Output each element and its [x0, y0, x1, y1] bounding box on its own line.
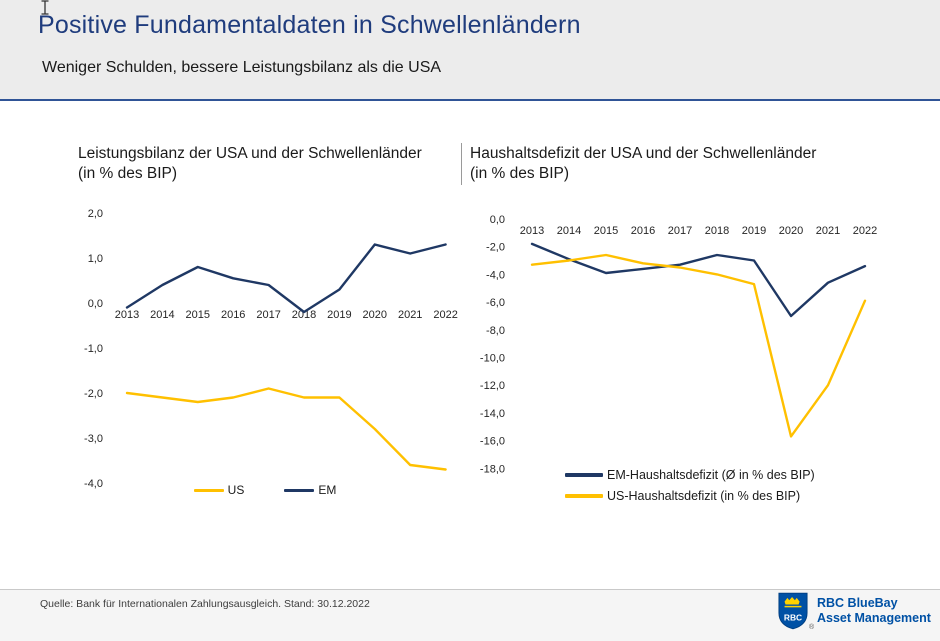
x-axis-year-label: 2013	[115, 309, 139, 321]
rbc-logo-text: RBC BlueBay Asset Management	[817, 592, 931, 627]
y-axis-tick-label: -4,0	[486, 269, 505, 281]
legend-item-us-deficit: US-Haushaltsdefizit (in % des BIP)	[565, 489, 815, 503]
text-cursor-icon	[40, 0, 50, 15]
chart-title-current-account: Leistungsbilanz der USA und der Schwelle…	[78, 144, 448, 185]
header-divider-line	[0, 99, 940, 101]
y-axis-tick-label: 0,0	[490, 214, 505, 226]
source-note: Quelle: Bank für Internationalen Zahlung…	[40, 598, 370, 610]
chart-title-line2: (in % des BIP)	[470, 165, 570, 183]
x-axis-year-label: 2019	[327, 309, 351, 321]
y-axis-tick-label: -14,0	[480, 408, 505, 420]
legend-item-us: US	[193, 483, 245, 497]
rbc-bluebay-logo: RBC ® RBC BlueBay Asset Management	[778, 592, 931, 631]
chart-title-line1: Haushaltsdefizit der USA und der Schwell…	[470, 145, 817, 162]
slide-subtitle[interactable]: Weniger Schulden, bessere Leistungsbilan…	[42, 59, 442, 76]
em-line-swatch	[284, 488, 315, 492]
rbc-shield-label: RBC	[784, 612, 802, 622]
chart-title-divider	[461, 143, 462, 185]
legend-label-us: US	[227, 483, 245, 497]
series-line-US	[125, 387, 447, 471]
legend-item-em: EM	[284, 483, 336, 497]
y-axis-tick-label: -6,0	[486, 297, 505, 309]
series-line-EM-Haushaltsdefizit	[530, 242, 867, 318]
x-axis-year-label: 2018	[292, 309, 316, 321]
y-axis-tick-label: -8,0	[486, 325, 505, 337]
x-axis-year-label: 2017	[668, 225, 692, 237]
legend-label-em: EM	[318, 483, 337, 497]
legend-label-us-deficit: US-Haushaltsdefizit (in % des BIP)	[607, 489, 801, 503]
x-axis-year-label: 2021	[398, 309, 422, 321]
us-line-swatch	[193, 488, 224, 492]
legend-item-em-deficit: EM-Haushaltsdefizit (Ø in % des BIP)	[565, 468, 815, 482]
x-axis-year-label: 2021	[816, 225, 840, 237]
chart-title-line2: (in % des BIP)	[78, 165, 178, 183]
y-axis-tick-label: 0,0	[88, 298, 103, 310]
y-axis-tick-label: -10,0	[480, 353, 505, 365]
series-line-EM	[125, 243, 447, 314]
x-axis-year-label: 2020	[779, 225, 803, 237]
series-line-US-Haushaltsdefizit	[530, 253, 867, 438]
x-axis-year-label: 2015	[594, 225, 618, 237]
em-deficit-line-swatch	[565, 473, 603, 477]
line-chart-current-account: 2,0 1,0 0,0 -1,0 -2,0 -3,0 -4,0 2013 2014 2015 201…	[84, 208, 458, 490]
rbc-logo-text-line2: Asset Management	[817, 611, 931, 626]
y-axis-tick-label: -4,0	[84, 478, 103, 490]
y-axis-tick-label: -3,0	[84, 433, 103, 445]
x-axis-year-label: 2018	[705, 225, 729, 237]
rbc-shield-icon: RBC ®	[778, 592, 814, 631]
chart-title-budget-deficit: Haushaltsdefizit der USA und der Schwell…	[470, 144, 870, 185]
y-axis-tick-label: -18,0	[480, 463, 505, 475]
x-axis-year-label: 2016	[631, 225, 655, 237]
chart-title-line1: Leistungsbilanz der USA und der Schwelle…	[78, 145, 422, 162]
y-axis-tick-label: -1,0	[84, 343, 103, 355]
legend-budget-deficit: EM-Haushaltsdefizit (Ø in % des BIP) US-…	[565, 468, 815, 503]
x-axis-year-label: 2022	[853, 225, 877, 237]
rbc-logo-text-line1: RBC BlueBay	[817, 596, 898, 610]
x-axis-year-label: 2017	[256, 309, 280, 321]
header-band	[0, 0, 940, 99]
x-axis-year-label: 2014	[557, 225, 581, 237]
legend-current-account: US EM	[65, 483, 465, 497]
x-axis-year-label: 2015	[186, 309, 210, 321]
y-axis-tick-label: -12,0	[480, 380, 505, 392]
us-deficit-line-swatch	[565, 494, 603, 498]
y-axis-tick-label: 1,0	[88, 253, 103, 265]
line-chart-budget-deficit: 0,0 -2,0 -4,0 -6,0 -8,0 -10,0 -12,0 -14,0 -16,0 -…	[480, 214, 877, 475]
x-axis-year-label: 2014	[150, 309, 174, 321]
y-axis-tick-label: -2,0	[84, 388, 103, 400]
x-axis-year-label: 2016	[221, 309, 245, 321]
legend-label-em-deficit: EM-Haushaltsdefizit (Ø in % des BIP)	[607, 468, 815, 482]
y-axis-tick-label: -16,0	[480, 436, 505, 448]
x-axis-year-label: 2019	[742, 225, 766, 237]
y-axis-tick-label: 2,0	[88, 208, 103, 220]
slide-title[interactable]: Positive Fundamentaldaten in Schwellenlä…	[38, 11, 581, 39]
x-axis-year-label: 2022	[433, 309, 457, 321]
x-axis-year-label: 2020	[363, 309, 387, 321]
registered-mark: ®	[809, 624, 815, 631]
y-axis-tick-label: -2,0	[486, 242, 505, 254]
x-axis-year-label: 2013	[520, 225, 544, 237]
